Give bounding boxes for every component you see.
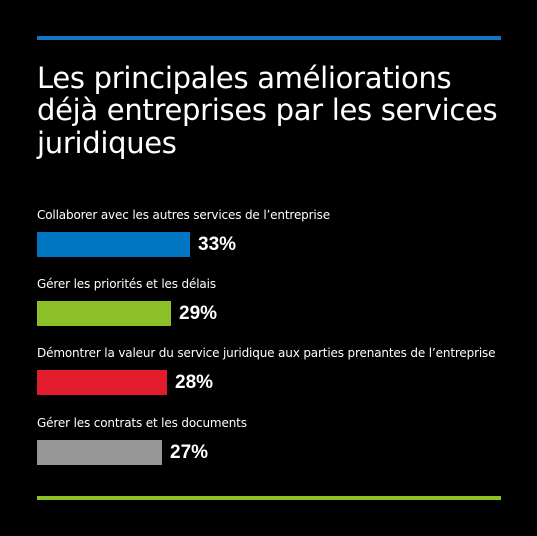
bar-contrats	[37, 440, 162, 465]
bar-label: Gérer les contrats et les documents	[37, 416, 247, 430]
bar-group-collaborer: Collaborer avec les autres services de l…	[37, 208, 507, 258]
bar-label: Collaborer avec les autres services de l…	[37, 208, 330, 222]
bar-group-priorites: Gérer les priorités et les délais 29%	[37, 277, 507, 327]
bar-value-label: 27%	[170, 442, 209, 463]
chart-title: Les principales améliorations déjà entre…	[37, 61, 498, 160]
bar-value-label: 33%	[198, 234, 237, 255]
bar-group-valeur: Démontrer la valeur du service juridique…	[37, 346, 507, 396]
bar-valeur	[37, 370, 167, 395]
bottom-accent-rule	[37, 496, 501, 500]
bar-collaborer	[37, 232, 190, 257]
bar-group-contrats: Gérer les contrats et les documents 27%	[37, 416, 507, 466]
bar-value-label: 29%	[179, 303, 218, 324]
bar-label: Gérer les priorités et les délais	[37, 277, 216, 291]
bar-value-label: 28%	[175, 372, 214, 393]
top-accent-rule	[37, 36, 501, 40]
bar-priorites	[37, 301, 171, 326]
bar-label: Démontrer la valeur du service juridique…	[37, 346, 496, 360]
